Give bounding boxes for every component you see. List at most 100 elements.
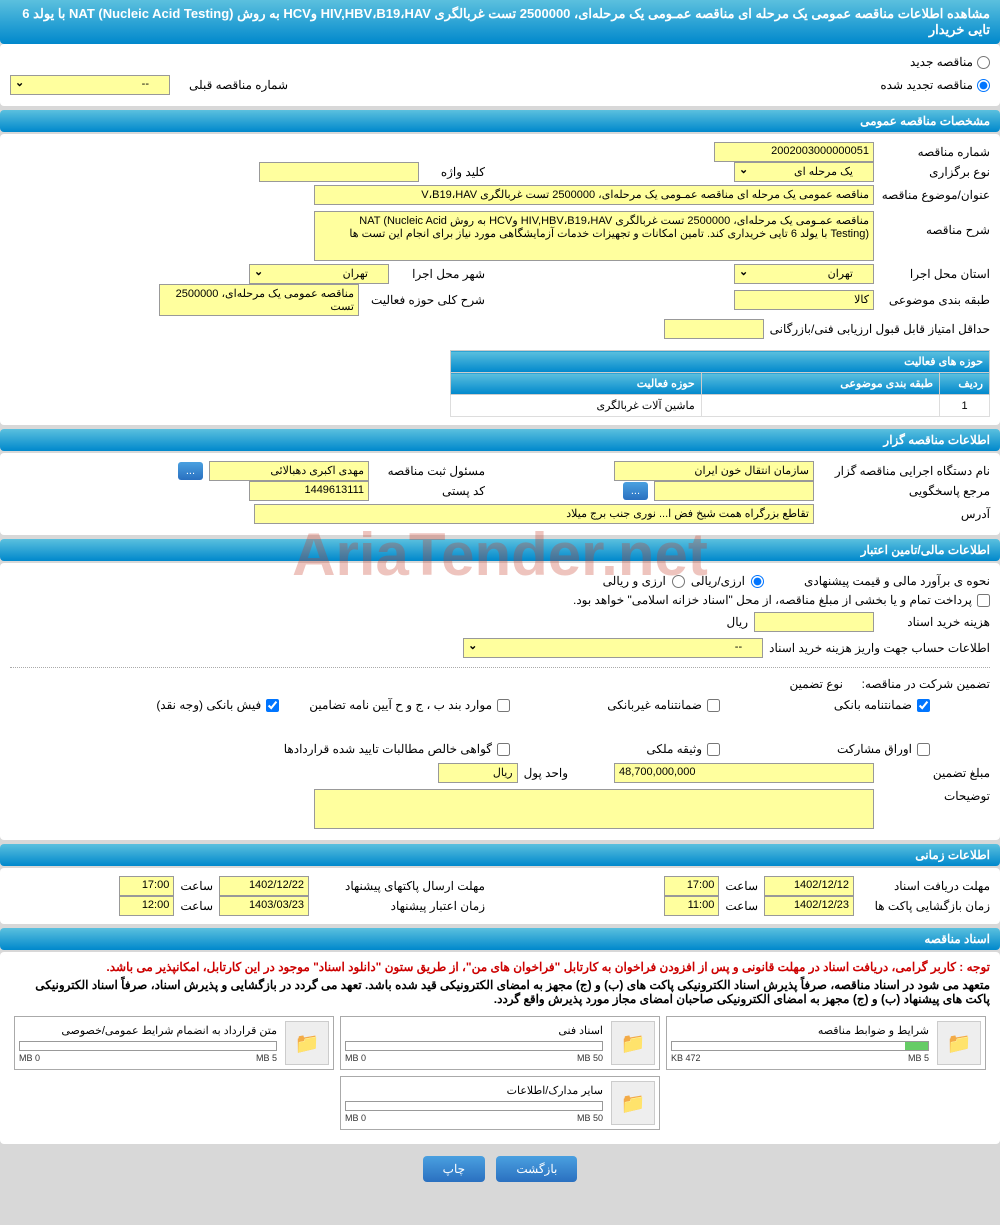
doc-box-3[interactable]: 📁 متن قرارداد به انضمام شرایط عمومی/خصوص…: [14, 1016, 334, 1070]
section-finance: اطلاعات مالی/تامین اعتبار: [0, 539, 1000, 561]
rial-label: ریال: [726, 615, 748, 629]
g6-label: وثیقه ملکی: [646, 742, 702, 756]
hour-label-4: ساعت: [180, 899, 213, 913]
g4-label: فیش بانکی (وجه نقد): [156, 698, 261, 712]
resp-field[interactable]: [654, 481, 814, 501]
reg-field: مهدی اکبری دهبالائی: [209, 461, 369, 481]
radio-renewed[interactable]: [977, 79, 990, 92]
g7-check[interactable]: [497, 743, 510, 756]
g6-check[interactable]: [707, 743, 720, 756]
doc1-progress: [905, 1042, 928, 1050]
g7-label: گواهی خالص مطالبات تایید شده قراردادها: [284, 742, 492, 756]
minscore-field[interactable]: [664, 319, 764, 339]
table-row: 1 ماشین آلات غربالگری: [451, 395, 990, 417]
recv-date: 1402/12/12: [764, 876, 854, 896]
g3-check[interactable]: [497, 699, 510, 712]
holder-block: نام دستگاه اجرایی مناقصه گزار سازمان انتق…: [0, 453, 1000, 535]
est-label: نحوه ی برآورد مالی و قیمت پیشنهادی: [770, 574, 990, 588]
g2-check[interactable]: [707, 699, 720, 712]
doc2-total: 50 MB: [577, 1053, 603, 1063]
city-label: شهر محل اجرا: [395, 267, 485, 281]
g5-check[interactable]: [917, 743, 930, 756]
doc4-total: 50 MB: [577, 1113, 603, 1123]
finance-block: نحوه ی برآورد مالی و قیمت پیشنهادی ارزی/…: [0, 563, 1000, 840]
button-bar: بازگشت چاپ: [0, 1146, 1000, 1192]
acct-select[interactable]: --: [463, 638, 763, 658]
section-general: مشخصات مناقصه عمومی: [0, 110, 1000, 132]
org-field: سازمان انتقال خون ایران: [614, 461, 814, 481]
prev-tender-select[interactable]: --: [10, 75, 170, 95]
doc-box-2[interactable]: 📁 اسناد فنی 50 MB0 MB: [340, 1016, 660, 1070]
g2-label: ضمانتنامه غیربانکی: [607, 698, 702, 712]
note2-label: توضیحات: [880, 789, 990, 803]
doc1-title: شرایط و ضوابط مناقصه: [671, 1024, 929, 1037]
valid-time: 12:00: [119, 896, 174, 916]
resp-label: مرجع پاسخگویی: [820, 484, 990, 498]
doc4-title: سایر مدارک/اطلاعات: [345, 1084, 603, 1097]
g3-label: موارد بند ب ، ج و ح آیین نامه تضامین: [309, 698, 492, 712]
number-label: شماره مناقصه: [880, 145, 990, 159]
th-category: طبقه بندی موضوعی: [701, 373, 939, 395]
send-time: 17:00: [119, 876, 174, 896]
radio-new[interactable]: [977, 56, 990, 69]
open-time: 11:00: [664, 896, 719, 916]
doc4-used: 0 MB: [345, 1113, 366, 1123]
keyword-label: کلید واژه: [425, 165, 485, 179]
section-holder: اطلاعات مناقصه گزار: [0, 429, 1000, 451]
keyword-field[interactable]: [259, 162, 419, 182]
city-select[interactable]: تهران: [249, 264, 389, 284]
treasury-check[interactable]: [977, 594, 990, 607]
radio-renewed-label: مناقصه تجدید شده: [880, 78, 973, 92]
page-title: مشاهده اطلاعات مناقصه عمومی یک مرحله ای …: [0, 0, 1000, 44]
recv-time: 17:00: [664, 876, 719, 896]
g5-label: اوراق مشارکت: [837, 742, 912, 756]
category-field: کالا: [734, 290, 874, 310]
docs-note1: توجه : کاربر گرامی، دریافت اسناد در مهلت…: [10, 960, 990, 974]
post-label: کد پستی: [375, 484, 485, 498]
fee-field[interactable]: [754, 612, 874, 632]
valid-label: زمان اعتبار پیشنهاد: [315, 899, 485, 913]
back-button[interactable]: بازگشت: [496, 1156, 577, 1182]
note2-field[interactable]: [314, 789, 874, 829]
scope-label: شرح کلی حوزه فعالیت: [365, 293, 485, 307]
addr-label: آدرس: [820, 507, 990, 521]
prev-tender-label: شماره مناقصه قبلی: [178, 78, 288, 92]
recv-label: مهلت دریافت اسناد: [860, 879, 990, 893]
province-select[interactable]: تهران: [734, 264, 874, 284]
est-radio1[interactable]: [751, 575, 764, 588]
td-category: [701, 395, 939, 417]
doc3-title: متن قرارداد به انضمام شرایط عمومی/خصوصی: [19, 1024, 277, 1037]
send-date: 1402/12/22: [219, 876, 309, 896]
g4-check[interactable]: [266, 699, 279, 712]
subject-field: مناقصه عمومی یک مرحله ای مناقصه عمـومی ی…: [314, 185, 874, 205]
reg-more-button[interactable]: ...: [178, 462, 203, 480]
print-button[interactable]: چاپ: [423, 1156, 485, 1182]
send-label: مهلت ارسال پاكتهای پیشنهاد: [315, 879, 485, 893]
section-time: اطلاعات زمانی: [0, 844, 1000, 866]
treasury-label: پرداخت تمام و یا بخشی از مبلغ مناقصه، از…: [573, 593, 972, 607]
doc-box-4[interactable]: 📁 سایر مدارک/اطلاعات 50 MB0 MB: [340, 1076, 660, 1130]
folder-icon: 📁: [937, 1021, 981, 1065]
open-label: زمان بازگشایی پاكت ها: [860, 899, 990, 913]
subject-label: عنوان/موضوع مناقصه: [880, 188, 990, 202]
doc3-total: 5 MB: [256, 1053, 277, 1063]
g1-check[interactable]: [917, 699, 930, 712]
category-label: طبقه بندی موضوعی: [880, 293, 990, 307]
hour-label-2: ساعت: [180, 879, 213, 893]
radio-new-label: مناقصه جدید: [910, 55, 973, 69]
est-radio2[interactable]: [672, 575, 685, 588]
org-label: نام دستگاه اجرایی مناقصه گزار: [820, 464, 990, 478]
doc2-title: اسناد فنی: [345, 1024, 603, 1037]
type-select[interactable]: یک مرحله ای: [734, 162, 874, 182]
td-scope: ماشین آلات غربالگری: [451, 395, 702, 417]
desc-label: شرح مناقصه: [880, 211, 990, 237]
scope-field: مناقصه عمومی یک مرحله‌ای، 2500000 تست: [159, 284, 359, 316]
time-block: مهلت دریافت اسناد 1402/12/12 ساعت 17:00 …: [0, 868, 1000, 924]
docs-block: توجه : کاربر گرامی، دریافت اسناد در مهلت…: [0, 952, 1000, 1144]
docs-note2: متعهد می شود در اسناد مناقصه، صرفاً پذیر…: [10, 978, 990, 1006]
minscore-label: حداقل امتیاز قابل قبول ارزیابی فنی/بازرگ…: [770, 322, 990, 336]
doc-box-1[interactable]: 📁 شرایط و ضوابط مناقصه 5 MB472 KB: [666, 1016, 986, 1070]
desc-field: مناقصه عمـومی یک مرحله‌ای، 2500000 تست غ…: [314, 211, 874, 261]
radio-block: مناقصه جدید مناقصه تجدید شده شماره مناقص…: [0, 44, 1000, 106]
resp-more-button[interactable]: ...: [623, 482, 648, 500]
